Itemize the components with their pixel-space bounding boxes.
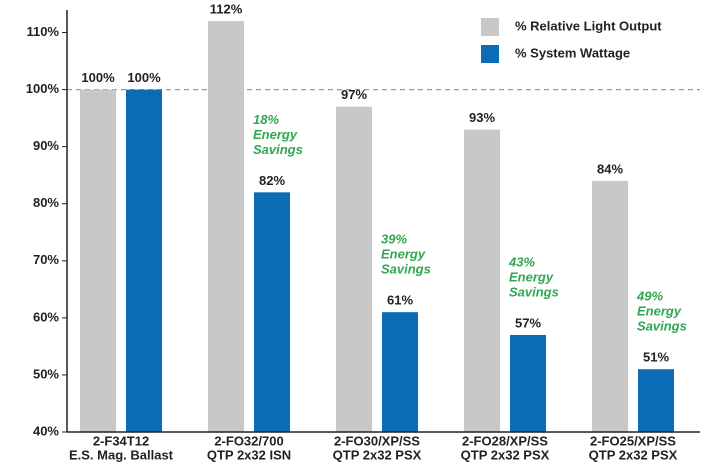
value-label: 112% bbox=[210, 2, 243, 17]
bar bbox=[80, 89, 116, 432]
bar bbox=[464, 129, 500, 432]
value-label: 61% bbox=[387, 293, 413, 308]
bar bbox=[592, 180, 628, 432]
annotation: 39% bbox=[381, 232, 407, 247]
y-tick-label: 70% bbox=[33, 252, 59, 267]
y-tick-label: 50% bbox=[33, 366, 59, 381]
x-tick-label: 2-FO28/XP/SS bbox=[462, 433, 548, 448]
annotation: Energy bbox=[637, 304, 682, 319]
annotation: 18% bbox=[253, 112, 279, 127]
x-tick-label: QTP 2x32 ISN bbox=[207, 447, 291, 462]
legend-swatch bbox=[481, 18, 499, 36]
value-label: 84% bbox=[597, 161, 623, 176]
x-tick-label: 2-FO25/XP/SS bbox=[590, 433, 676, 448]
x-tick-label: 2-F34T12 bbox=[93, 433, 149, 448]
y-tick-label: 80% bbox=[33, 195, 59, 210]
bar bbox=[336, 106, 372, 432]
value-label: 57% bbox=[515, 315, 541, 330]
legend-swatch bbox=[481, 45, 499, 63]
value-label: 51% bbox=[643, 350, 669, 365]
annotation: Savings bbox=[637, 319, 687, 334]
legend-label: % Relative Light Output bbox=[515, 18, 662, 33]
y-tick-label: 40% bbox=[33, 423, 59, 438]
annotation: Energy bbox=[509, 269, 554, 284]
annotation: Energy bbox=[381, 247, 426, 262]
bar bbox=[638, 369, 674, 432]
legend-label: % System Wattage bbox=[515, 45, 630, 60]
annotation: 49% bbox=[636, 289, 663, 304]
annotation: 43% bbox=[508, 254, 535, 269]
value-label: 100% bbox=[127, 70, 161, 85]
bar bbox=[510, 334, 546, 432]
annotation: Savings bbox=[381, 262, 431, 277]
y-tick-label: 100% bbox=[26, 81, 60, 96]
value-label: 100% bbox=[81, 70, 115, 85]
bar bbox=[208, 21, 244, 433]
x-tick-label: QTP 2x32 PSX bbox=[589, 447, 678, 462]
bar bbox=[382, 312, 418, 432]
x-tick-label: 2-FO30/XP/SS bbox=[334, 433, 420, 448]
annotation: Savings bbox=[509, 284, 559, 299]
bar bbox=[126, 89, 162, 432]
x-tick-label: 2-FO32/700 bbox=[214, 433, 283, 448]
x-tick-label: E.S. Mag. Ballast bbox=[69, 447, 174, 462]
y-tick-label: 60% bbox=[33, 309, 59, 324]
bar bbox=[254, 192, 290, 432]
y-tick-label: 90% bbox=[33, 138, 59, 153]
x-tick-label: QTP 2x32 PSX bbox=[461, 447, 550, 462]
y-tick-label: 110% bbox=[26, 24, 59, 39]
annotation: Energy bbox=[253, 127, 298, 142]
annotation: Savings bbox=[253, 142, 303, 157]
value-label: 97% bbox=[341, 87, 367, 102]
x-tick-label: QTP 2x32 PSX bbox=[333, 447, 422, 462]
value-label: 82% bbox=[259, 173, 285, 188]
value-label: 93% bbox=[469, 110, 495, 125]
